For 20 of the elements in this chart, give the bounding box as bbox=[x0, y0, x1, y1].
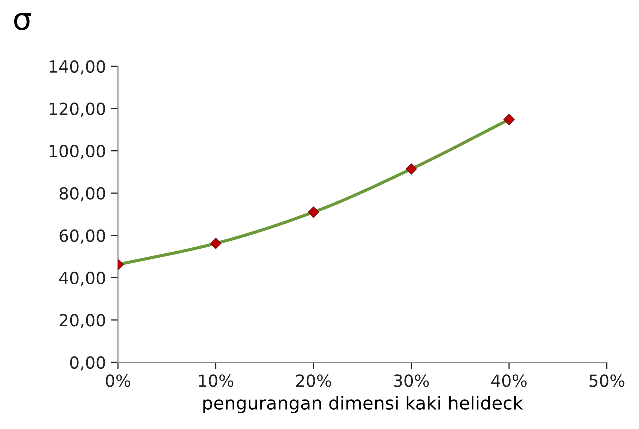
y-axis-title: σ bbox=[14, 13, 32, 30]
x-tick-label: 10% bbox=[199, 374, 234, 388]
y-tick-label: 120,00 bbox=[50, 102, 106, 118]
x-axis-title: pengurangan dimensi kaki helideck bbox=[204, 396, 524, 414]
y-tick-label: 140,00 bbox=[50, 60, 106, 75]
x-tick-label: 40% bbox=[492, 374, 527, 388]
y-tick-label: 40,00 bbox=[60, 272, 106, 286]
y-tick-label: 100,00 bbox=[50, 145, 106, 160]
point bbox=[210, 238, 222, 250]
point bbox=[406, 164, 418, 175]
x-tick-label: 20% bbox=[296, 374, 332, 388]
y-tick-label: 20,00 bbox=[60, 314, 106, 328]
y-tick-label: 80,00 bbox=[60, 187, 106, 202]
point bbox=[308, 206, 320, 218]
x-tick-label: 50% bbox=[590, 374, 625, 388]
x-tick-label: 0% bbox=[106, 374, 131, 388]
y-tick-label: 0,00 bbox=[70, 356, 106, 371]
x-tick-label: 30% bbox=[394, 374, 430, 388]
y-tick-label: 60,00 bbox=[60, 230, 106, 244]
point bbox=[504, 114, 515, 126]
